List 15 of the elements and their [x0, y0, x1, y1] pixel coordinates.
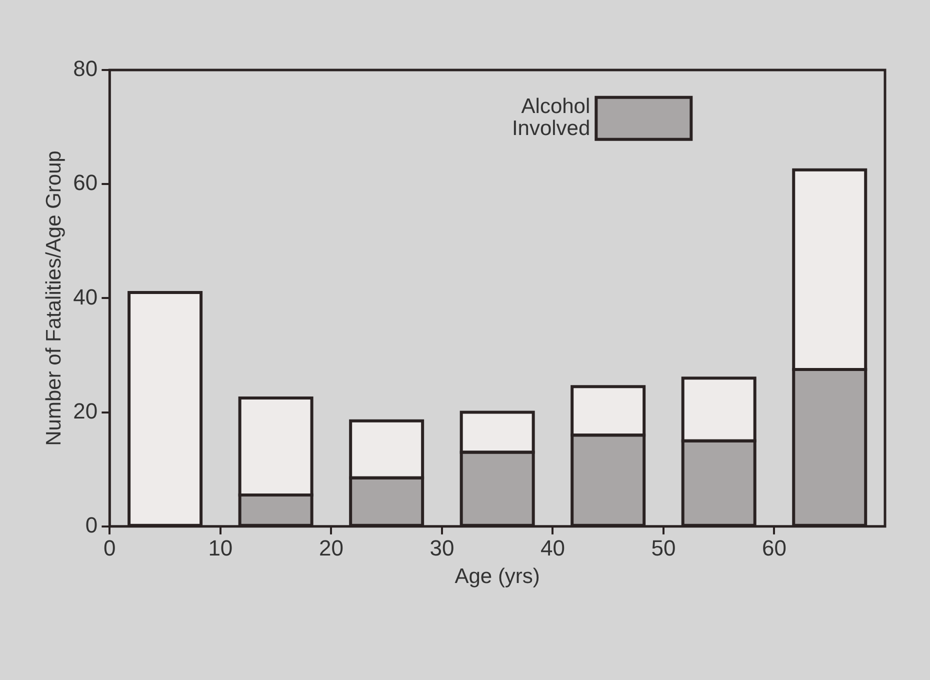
y-tick-label: 0 [85, 512, 98, 538]
y-tick-label: 20 [73, 398, 98, 424]
y-tick-label: 40 [73, 284, 98, 310]
x-tick-label: 20 [318, 536, 344, 561]
x-tick-label: 0 [104, 536, 116, 561]
y-axis-title: Number of Fatalities/Age Group [42, 150, 66, 446]
y-tick-label: 80 [73, 56, 98, 82]
x-tick-label: 30 [430, 536, 454, 561]
x-tick-label: 10 [208, 536, 233, 561]
legend-label: Alcohol Involved [512, 95, 590, 140]
x-tick-label: 40 [540, 536, 565, 561]
x-tick-label: 50 [651, 536, 676, 561]
y-tick-label: 60 [73, 170, 98, 196]
x-tick-label: 60 [762, 536, 786, 561]
x-axis-title: Age (yrs) [454, 565, 540, 588]
